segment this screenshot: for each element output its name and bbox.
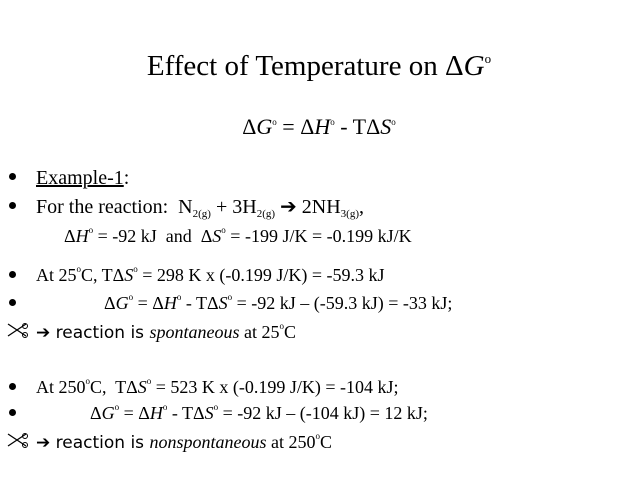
text: ➔ reaction is bbox=[36, 323, 150, 343]
eq-text: G bbox=[256, 114, 273, 139]
text: C bbox=[319, 432, 332, 452]
eq-text: S bbox=[380, 114, 392, 139]
sup: o bbox=[133, 264, 138, 274]
sup: o bbox=[128, 292, 134, 302]
text: H bbox=[75, 226, 89, 246]
sup: o bbox=[76, 264, 82, 274]
text: H bbox=[149, 403, 163, 423]
line: ΔHo = -92 kJ and ΔSo = -199 J/K = -0.199… bbox=[64, 225, 412, 246]
text: at 250 bbox=[266, 432, 316, 452]
text: C bbox=[283, 322, 296, 342]
scissors-icon bbox=[7, 433, 28, 448]
line: Example-1: bbox=[36, 168, 129, 188]
bullet bbox=[9, 271, 16, 278]
text: : bbox=[123, 167, 130, 189]
text: spontaneous bbox=[149, 322, 240, 342]
sup: o bbox=[146, 376, 152, 386]
text: + 3H bbox=[210, 196, 257, 218]
text: H bbox=[163, 293, 177, 313]
line: ➔ reaction is nonspontaneous at 250oC bbox=[36, 432, 332, 452]
text: = 298 K x (-0.199 J/K) = -59.3 kJ bbox=[137, 265, 385, 285]
sup: o bbox=[176, 292, 182, 302]
title-text: G bbox=[463, 50, 485, 82]
text: = Δ bbox=[119, 403, 150, 423]
line: At 25oC, TΔSo = 298 K x (-0.199 J/K) = -… bbox=[36, 264, 385, 285]
text: S bbox=[204, 403, 214, 423]
scissors-icon bbox=[7, 323, 28, 338]
title-text: Effect of Temperature on Δ bbox=[146, 50, 464, 82]
line: ΔGo = ΔHo - TΔSo = -92 kJ – (-104 kJ) = … bbox=[90, 402, 428, 423]
sup: o bbox=[162, 402, 168, 412]
text: = 523 K x (-0.199 J/K) = -104 kJ; bbox=[151, 377, 399, 397]
bullet bbox=[9, 202, 16, 209]
text: At 25 bbox=[36, 265, 77, 285]
bullet bbox=[9, 409, 16, 416]
text: - TΔ bbox=[181, 293, 219, 313]
sub: 2(g) bbox=[192, 208, 211, 220]
sub: 3(g) bbox=[340, 208, 359, 220]
text: nonspontaneous bbox=[149, 432, 267, 452]
text: For the reaction: N bbox=[36, 196, 193, 218]
line: ➔ reaction is spontaneous at 25oC bbox=[36, 322, 296, 342]
eq-sup: o bbox=[330, 117, 335, 127]
text: ➔ reaction is bbox=[36, 433, 150, 453]
eq-text: = Δ bbox=[276, 114, 315, 139]
sub: 2(g) bbox=[256, 208, 276, 220]
eq-text: H bbox=[314, 114, 331, 139]
text: C, TΔ bbox=[90, 377, 138, 397]
eq-sup: o bbox=[391, 117, 396, 127]
text: - TΔ bbox=[167, 403, 205, 423]
bullet bbox=[9, 299, 16, 306]
text: G bbox=[115, 293, 129, 313]
text: = Δ bbox=[133, 293, 164, 313]
text: S bbox=[218, 293, 228, 313]
sup: o bbox=[85, 376, 91, 386]
sup: o bbox=[227, 292, 233, 302]
text: C, TΔ bbox=[81, 265, 125, 285]
eq-sup: o bbox=[272, 117, 277, 127]
text: Example-1 bbox=[36, 167, 124, 189]
bullet bbox=[9, 173, 16, 180]
slide-title: Effect of Temperature on ΔGo bbox=[0, 52, 638, 81]
sup: o bbox=[213, 402, 219, 412]
sup: o bbox=[88, 225, 94, 235]
line: ΔGo = ΔHo - TΔSo = -92 kJ – (-59.3 kJ) =… bbox=[104, 292, 453, 313]
line: At 250oC, TΔSo = 523 K x (-0.199 J/K) = … bbox=[36, 376, 399, 397]
sup: o bbox=[114, 402, 120, 412]
line: For the reaction: N2(g) + 3H2(g) ➔ 2NH3(… bbox=[36, 197, 364, 220]
text: Δ bbox=[64, 226, 76, 246]
text: ➔ 2NH bbox=[275, 196, 341, 218]
text: at 25 bbox=[239, 322, 280, 342]
text: G bbox=[101, 403, 115, 423]
text: S bbox=[137, 377, 147, 397]
text: Δ bbox=[90, 403, 102, 423]
text: Δ bbox=[104, 293, 116, 313]
text: , bbox=[359, 196, 364, 218]
text: = -199 J/K = -0.199 kJ/K bbox=[225, 226, 412, 246]
text: S bbox=[124, 265, 134, 285]
sup: o bbox=[315, 431, 320, 441]
eq-text: - TΔ bbox=[334, 114, 381, 139]
bullet bbox=[9, 383, 16, 390]
sup: o bbox=[279, 321, 284, 331]
text: = -92 kJ and Δ bbox=[93, 226, 213, 246]
equation: ΔGo = ΔHo - TΔSo bbox=[0, 116, 638, 138]
text: At 250 bbox=[36, 377, 86, 397]
text: = -92 kJ – (-59.3 kJ) = -33 kJ; bbox=[232, 293, 453, 313]
sup: o bbox=[221, 225, 226, 235]
title-sup: o bbox=[484, 51, 492, 66]
text: S bbox=[212, 226, 222, 246]
text: = -92 kJ – (-104 kJ) = 12 kJ; bbox=[218, 403, 428, 423]
eq-text: Δ bbox=[242, 114, 257, 139]
